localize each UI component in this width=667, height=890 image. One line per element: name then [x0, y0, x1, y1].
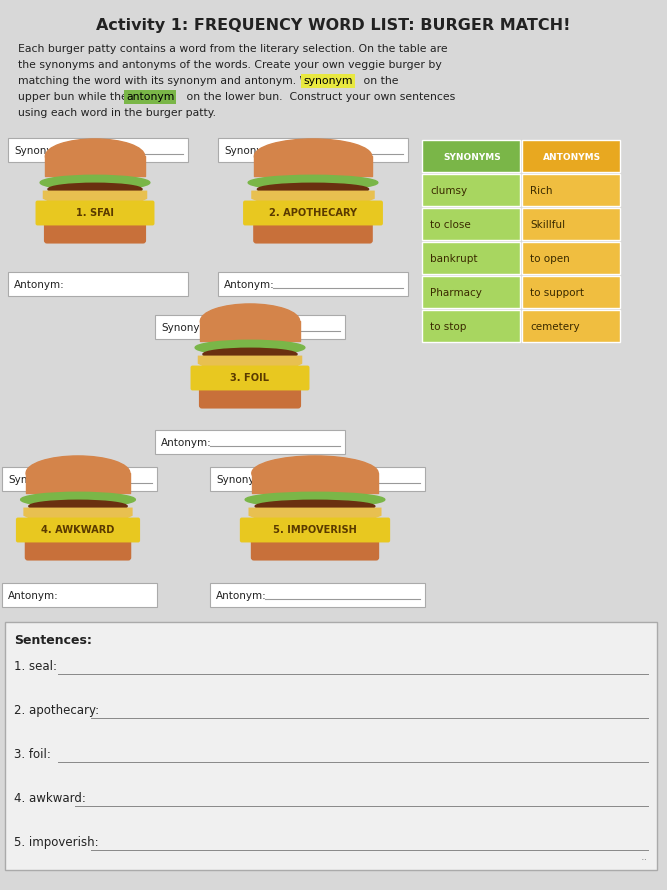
Text: Skillful: Skillful: [530, 220, 565, 230]
Text: 4. awkward:: 4. awkward:: [14, 792, 86, 805]
Text: clumsy: clumsy: [430, 186, 467, 196]
Text: Synonym:: Synonym:: [216, 475, 268, 485]
FancyBboxPatch shape: [243, 200, 383, 225]
Text: the synonyms and antonyms of the words. Create your own veggie burger by: the synonyms and antonyms of the words. …: [18, 60, 442, 70]
Text: on the: on the: [360, 76, 398, 86]
Text: 1. SFAI: 1. SFAI: [76, 208, 114, 218]
Ellipse shape: [45, 139, 145, 174]
Text: matching the word with its synonym and antonym. Write its: matching the word with its synonym and a…: [18, 76, 348, 86]
Text: 1. seal:: 1. seal:: [14, 660, 57, 673]
FancyBboxPatch shape: [522, 276, 620, 308]
FancyBboxPatch shape: [2, 467, 157, 491]
Ellipse shape: [255, 500, 375, 513]
Text: 4. AWKWARD: 4. AWKWARD: [41, 525, 115, 535]
Text: upper bun while the: upper bun while the: [18, 92, 131, 102]
FancyBboxPatch shape: [191, 366, 309, 391]
FancyBboxPatch shape: [218, 272, 408, 296]
Ellipse shape: [203, 348, 297, 360]
FancyBboxPatch shape: [25, 538, 131, 561]
Text: Synonym:: Synonym:: [8, 475, 60, 485]
Ellipse shape: [195, 340, 305, 355]
Ellipse shape: [257, 183, 369, 195]
Text: Antonym:: Antonym:: [8, 591, 59, 602]
Ellipse shape: [21, 492, 135, 507]
Ellipse shape: [40, 175, 150, 190]
Ellipse shape: [48, 183, 142, 195]
Text: 3. foil:: 3. foil:: [14, 748, 51, 761]
FancyBboxPatch shape: [522, 208, 620, 240]
Text: bankrupt: bankrupt: [430, 254, 478, 264]
FancyBboxPatch shape: [35, 200, 155, 225]
Text: ..: ..: [641, 852, 648, 862]
Text: antonym: antonym: [126, 92, 174, 102]
FancyBboxPatch shape: [522, 242, 620, 274]
Text: SYNONYMS: SYNONYMS: [443, 152, 501, 161]
Polygon shape: [251, 190, 375, 212]
Ellipse shape: [200, 304, 299, 338]
FancyBboxPatch shape: [422, 276, 520, 308]
Ellipse shape: [245, 492, 385, 507]
Ellipse shape: [26, 456, 130, 490]
FancyBboxPatch shape: [522, 310, 620, 342]
Text: Synonym:: Synonym:: [14, 146, 66, 157]
Text: Synonym:: Synonym:: [161, 323, 213, 333]
Polygon shape: [43, 190, 147, 212]
Ellipse shape: [29, 500, 127, 513]
Text: 2. apothecary:: 2. apothecary:: [14, 704, 99, 717]
FancyBboxPatch shape: [522, 140, 620, 172]
Text: cemetery: cemetery: [530, 322, 580, 332]
Text: to support: to support: [530, 288, 584, 298]
Text: Antonym:: Antonym:: [216, 591, 267, 602]
FancyBboxPatch shape: [8, 138, 188, 162]
Text: 3. FOIL: 3. FOIL: [231, 373, 269, 383]
Text: Activity 1: FREQUENCY WORD LIST: BURGER MATCH!: Activity 1: FREQUENCY WORD LIST: BURGER …: [96, 18, 570, 33]
FancyBboxPatch shape: [422, 208, 520, 240]
FancyBboxPatch shape: [199, 385, 301, 409]
FancyBboxPatch shape: [16, 518, 140, 542]
FancyBboxPatch shape: [210, 467, 425, 491]
Text: Antonym:: Antonym:: [161, 438, 211, 449]
FancyBboxPatch shape: [210, 583, 425, 607]
FancyBboxPatch shape: [218, 138, 408, 162]
FancyBboxPatch shape: [2, 583, 157, 607]
Text: 5. IMPOVERISH: 5. IMPOVERISH: [273, 525, 357, 535]
Text: to close: to close: [430, 220, 471, 230]
FancyBboxPatch shape: [5, 622, 657, 870]
Text: using each word in the burger patty.: using each word in the burger patty.: [18, 108, 216, 118]
FancyBboxPatch shape: [155, 430, 345, 454]
FancyBboxPatch shape: [155, 315, 345, 339]
Text: ANTONYMS: ANTONYMS: [543, 152, 601, 161]
FancyBboxPatch shape: [44, 221, 146, 244]
Text: to stop: to stop: [430, 322, 466, 332]
FancyBboxPatch shape: [422, 140, 520, 172]
Text: 5. impoverish:: 5. impoverish:: [14, 836, 99, 849]
FancyBboxPatch shape: [422, 242, 520, 274]
FancyBboxPatch shape: [251, 538, 379, 561]
Text: on the lower bun.  Construct your own sentences: on the lower bun. Construct your own sen…: [183, 92, 456, 102]
FancyBboxPatch shape: [8, 272, 188, 296]
FancyBboxPatch shape: [422, 310, 520, 342]
Polygon shape: [249, 507, 382, 529]
Text: Pharmacy: Pharmacy: [430, 288, 482, 298]
Polygon shape: [23, 507, 133, 529]
Text: Rich: Rich: [530, 186, 552, 196]
Text: Antonym:: Antonym:: [224, 280, 275, 290]
Polygon shape: [197, 356, 302, 377]
Text: Synonym:: Synonym:: [224, 146, 276, 157]
FancyBboxPatch shape: [253, 221, 373, 244]
Text: Each burger patty contains a word from the literary selection. On the table are: Each burger patty contains a word from t…: [18, 44, 448, 54]
Ellipse shape: [248, 175, 378, 190]
Ellipse shape: [252, 456, 378, 490]
FancyBboxPatch shape: [522, 174, 620, 206]
Text: Antonym:: Antonym:: [14, 280, 65, 290]
Text: to open: to open: [530, 254, 570, 264]
Ellipse shape: [254, 139, 372, 174]
Text: 2. APOTHECARY: 2. APOTHECARY: [269, 208, 357, 218]
Text: Sentences:: Sentences:: [14, 634, 92, 647]
FancyBboxPatch shape: [422, 174, 520, 206]
Text: synonym: synonym: [303, 76, 352, 86]
FancyBboxPatch shape: [240, 518, 390, 542]
